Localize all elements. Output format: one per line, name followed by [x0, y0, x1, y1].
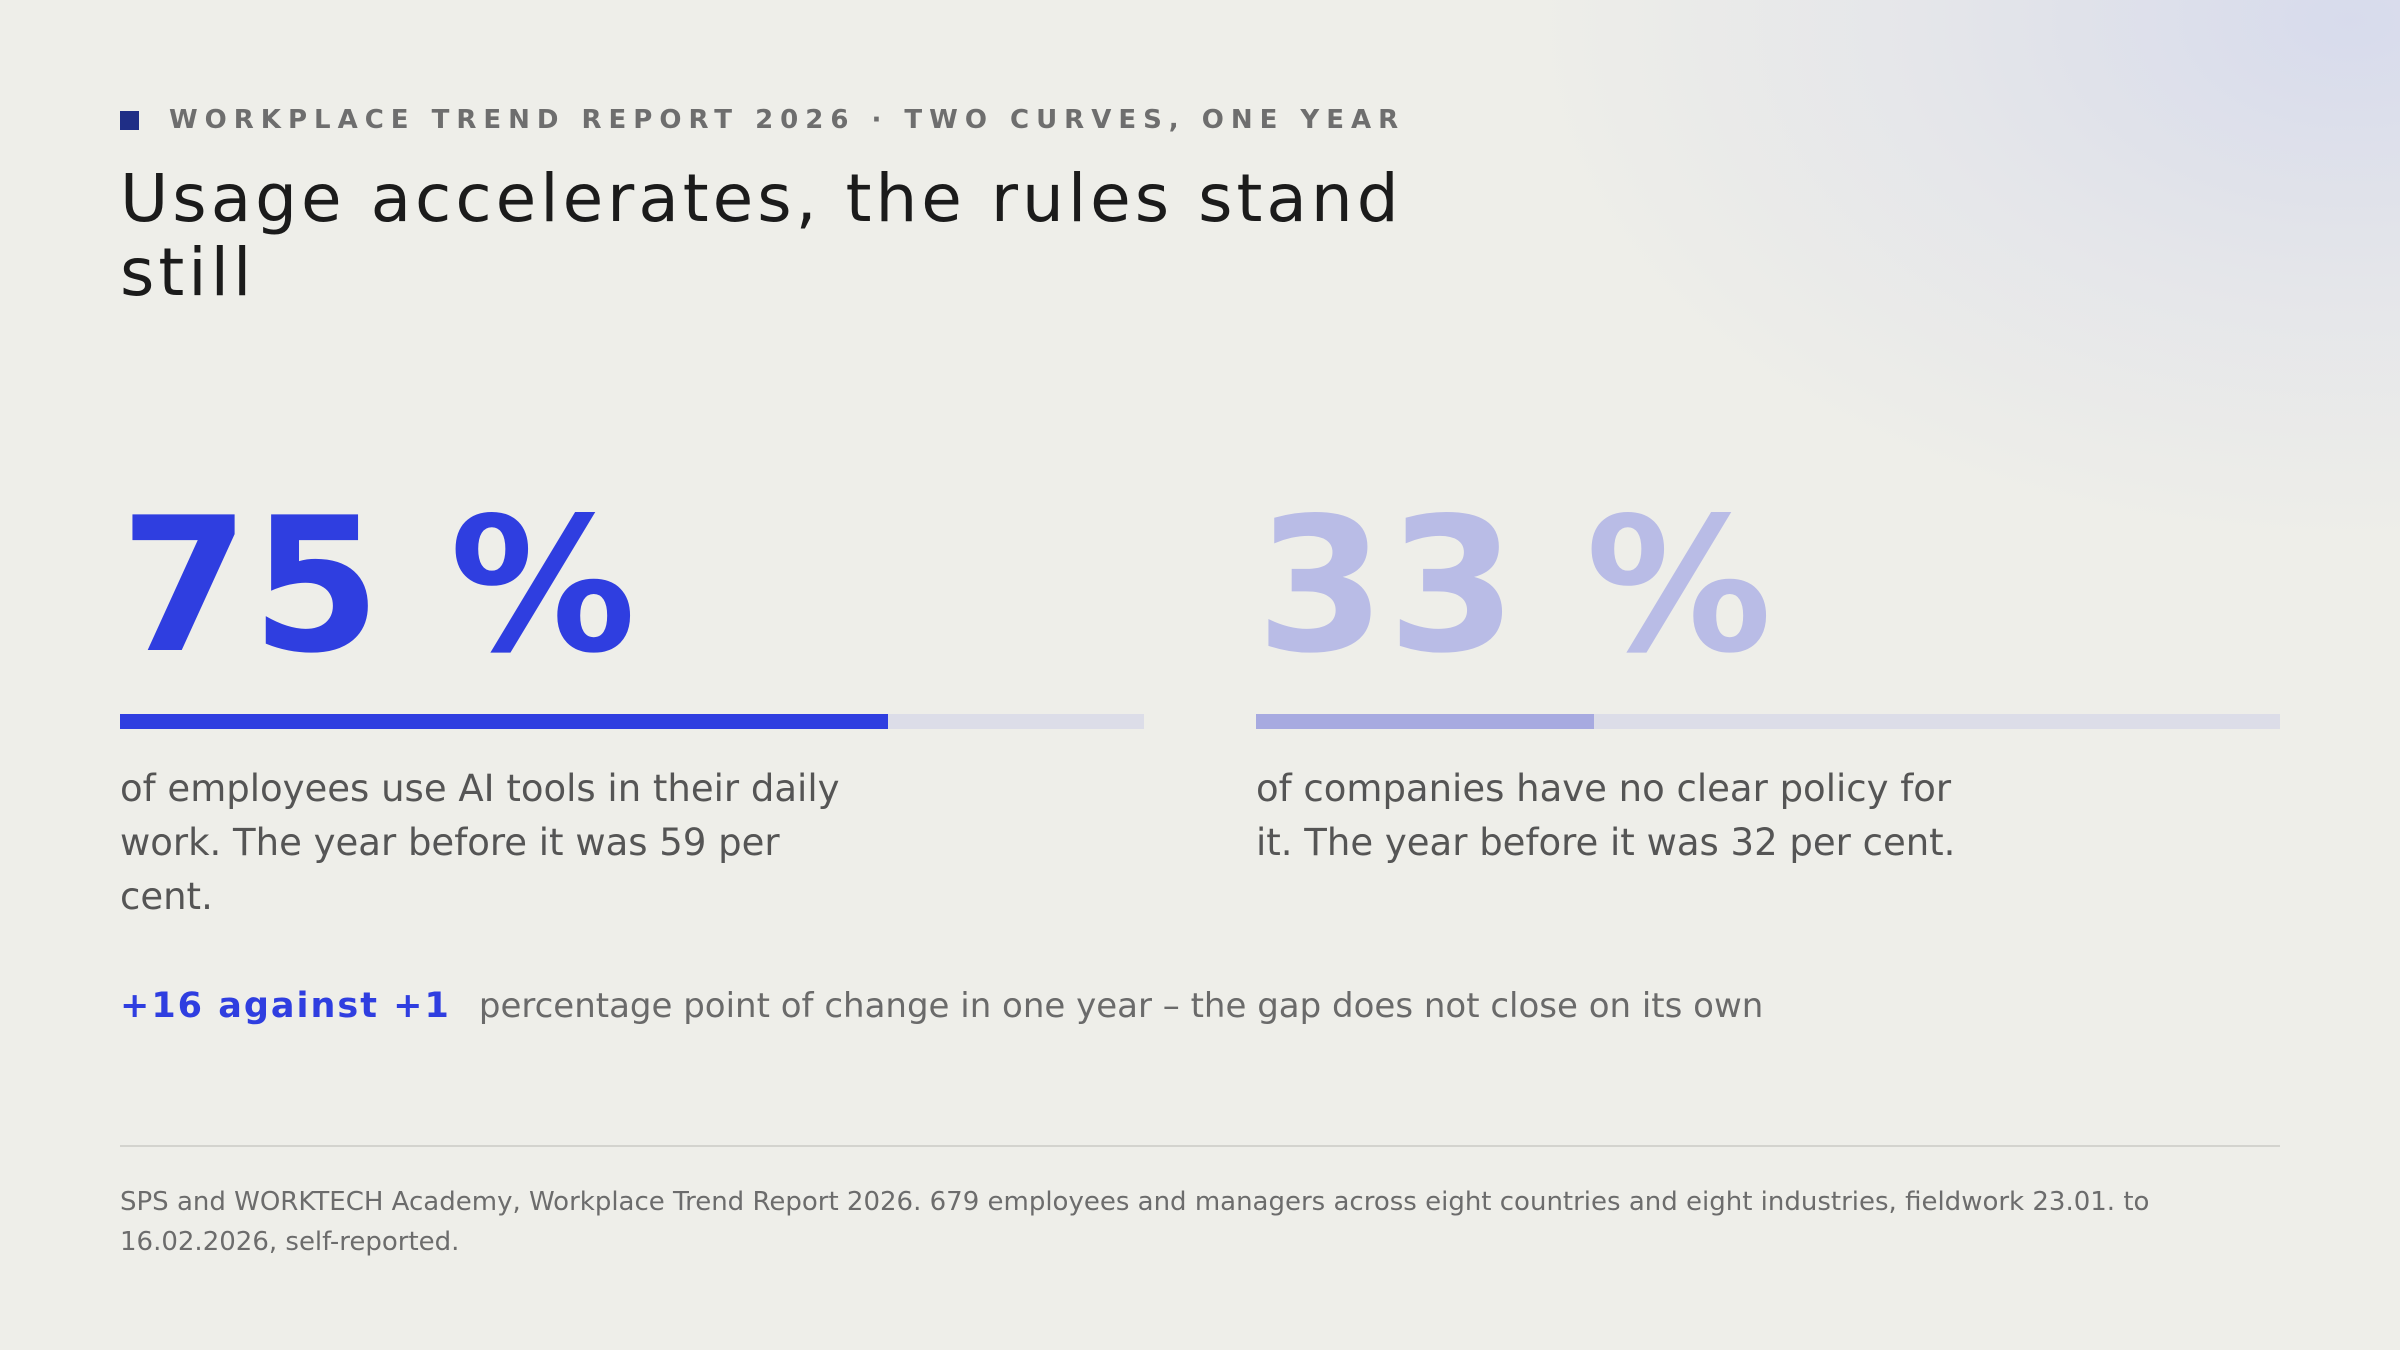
- stat-employees-ai-usage: 75 % of employees use AI tools in their …: [120, 477, 1144, 918]
- kicker-square-icon: [120, 110, 139, 130]
- comparison-highlight: +16 against +1: [120, 986, 451, 1026]
- page-title: Usage accelerates, the rules stand still: [120, 160, 1403, 311]
- progress-track: [120, 714, 1144, 729]
- progress-fill: [120, 714, 888, 729]
- progress-track: [1256, 714, 2280, 729]
- kicker: WORKPLACE TREND REPORT 2026 · TWO CURVES…: [120, 104, 1405, 136]
- progress-fill: [1256, 714, 1594, 729]
- kicker-label: WORKPLACE TREND REPORT 2026 · TWO CURVES…: [169, 105, 1406, 135]
- comparison-line: +16 against +1 percentage point of chang…: [120, 978, 1763, 1034]
- stat-value: 75 %: [120, 477, 638, 694]
- stat-description: of employees use AI tools in their daily…: [120, 767, 840, 918]
- source-note: SPS and WORKTECH Academy, Workplace Tren…: [120, 1187, 2150, 1257]
- stat-companies-no-policy: 33 % of companies have no clear policy f…: [1256, 477, 2280, 864]
- comparison-text: percentage point of change in one year –…: [478, 986, 1764, 1026]
- stat-value: 33 %: [1256, 477, 1774, 694]
- stat-description: of companies have no clear policy for it…: [1256, 767, 1956, 864]
- divider: [120, 1145, 2280, 1147]
